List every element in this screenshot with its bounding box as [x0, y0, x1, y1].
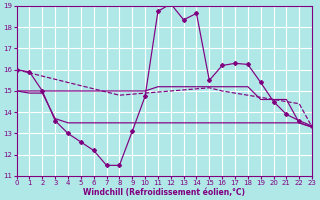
X-axis label: Windchill (Refroidissement éolien,°C): Windchill (Refroidissement éolien,°C): [84, 188, 245, 197]
